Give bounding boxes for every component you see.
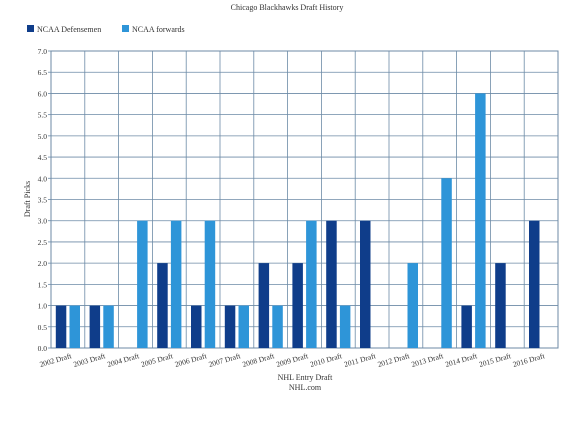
bar-defensemen (529, 220, 540, 348)
x-axis-ticks: 2002 Draft 2003 Draft 2004 Draft 2005 Draft… (39, 351, 547, 369)
legend-label-forwards: NCAA forwards (132, 25, 185, 34)
y-tick-label: 4.5 (38, 153, 48, 162)
bar-forwards (475, 93, 486, 348)
x-tick-label: 2012 Draft (377, 351, 412, 369)
bar-defensemen (224, 305, 236, 348)
x-tick-label: 2009 Draft (275, 351, 310, 369)
bar-forwards (137, 220, 148, 348)
y-axis-label: Draft Picks (23, 181, 32, 217)
y-tick-label: 0.5 (38, 323, 48, 332)
bar-forwards (306, 220, 317, 348)
bar-forwards (170, 220, 182, 348)
bar-forwards (238, 305, 249, 348)
y-tick-label: 2.5 (38, 238, 48, 247)
y-tick-label: 3.5 (38, 196, 48, 205)
y-tick-label: 3.0 (38, 217, 48, 226)
y-axis-ticks: 0.0 0.5 1.0 1.5 2.0 2.5 3.0 3.5 4.0 4.5 5.0 5.5 6.0 6… (38, 47, 51, 353)
grid (50, 50, 559, 349)
x-tick-label: 2014 Draft (444, 351, 479, 369)
y-tick-label: 1.5 (38, 280, 48, 289)
x-tick-label: 2004 Draft (106, 351, 141, 369)
bar-defensemen (55, 305, 67, 348)
x-tick-label: 2015 Draft (478, 351, 513, 369)
x-tick-label: 2007 Draft (208, 351, 243, 369)
x-tick-label: 2002 Draft (39, 351, 74, 369)
bar-defensemen (258, 263, 270, 348)
bar-defensemen (89, 305, 101, 348)
bar-defensemen (495, 263, 506, 348)
bars (55, 93, 540, 348)
x-tick-label: 2003 Draft (72, 351, 107, 369)
bar-defensemen (157, 263, 168, 348)
bar-defensemen (326, 220, 337, 348)
bar-forwards (407, 263, 418, 348)
bar-forwards (204, 220, 216, 348)
bar-forwards (272, 305, 283, 348)
legend-swatch-defensemen (27, 25, 34, 32)
chart-title: Chicago Blackhawks Draft History (231, 3, 344, 12)
y-tick-label: 4.0 (38, 174, 48, 183)
x-tick-label: 2006 Draft (174, 351, 209, 369)
legend-label-defensemen: NCAA Defensemen (37, 25, 101, 34)
bar-defensemen (191, 305, 202, 348)
y-tick-label: 5.0 (38, 132, 48, 141)
bar-forwards (103, 305, 114, 348)
bar-defensemen (360, 220, 371, 348)
y-tick-label: 1.0 (38, 302, 48, 311)
legend: NCAA Defensemen NCAA forwards (27, 25, 185, 34)
y-tick-label: 2.0 (38, 259, 48, 268)
x-tick-label: 2016 Draft (512, 351, 547, 369)
y-tick-label: 7.0 (38, 47, 48, 56)
x-axis-source: NHL.com (289, 383, 322, 392)
y-tick-label: 6.0 (38, 89, 48, 98)
bar-forwards (441, 178, 452, 348)
bar-defensemen (461, 305, 472, 348)
y-tick-label: 0.0 (38, 344, 48, 353)
x-tick-label: 2013 Draft (410, 351, 445, 369)
x-axis-label: NHL Entry Draft (278, 373, 334, 382)
bar-defensemen (292, 263, 303, 348)
y-tick-label: 5.5 (38, 111, 48, 120)
x-tick-label: 2011 Draft (343, 351, 378, 369)
x-tick-label: 2005 Draft (140, 351, 175, 369)
x-tick-label: 2008 Draft (241, 351, 276, 369)
y-tick-label: 6.5 (38, 68, 48, 77)
bar-forwards (69, 305, 80, 348)
bar-forwards (339, 305, 351, 348)
legend-swatch-forwards (122, 25, 129, 32)
x-tick-label: 2010 Draft (309, 351, 344, 369)
